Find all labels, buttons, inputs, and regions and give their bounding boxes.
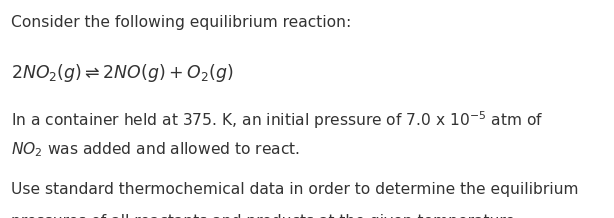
Text: pressures of all reactants and products at the given temperature.: pressures of all reactants and products …: [11, 214, 520, 218]
Text: $2NO_2(g) \rightleftharpoons 2NO(g) + O_2(g)$: $2NO_2(g) \rightleftharpoons 2NO(g) + O_…: [11, 62, 233, 84]
Text: Use standard thermochemical data in order to determine the equilibrium: Use standard thermochemical data in orde…: [11, 182, 578, 197]
Text: $NO_2$ was added and allowed to react.: $NO_2$ was added and allowed to react.: [11, 141, 300, 159]
Text: Consider the following equilibrium reaction:: Consider the following equilibrium react…: [11, 15, 351, 30]
Text: In a container held at 375. K, an initial pressure of 7.0 x 10$^{-5}$ atm of: In a container held at 375. K, an initia…: [11, 109, 543, 131]
